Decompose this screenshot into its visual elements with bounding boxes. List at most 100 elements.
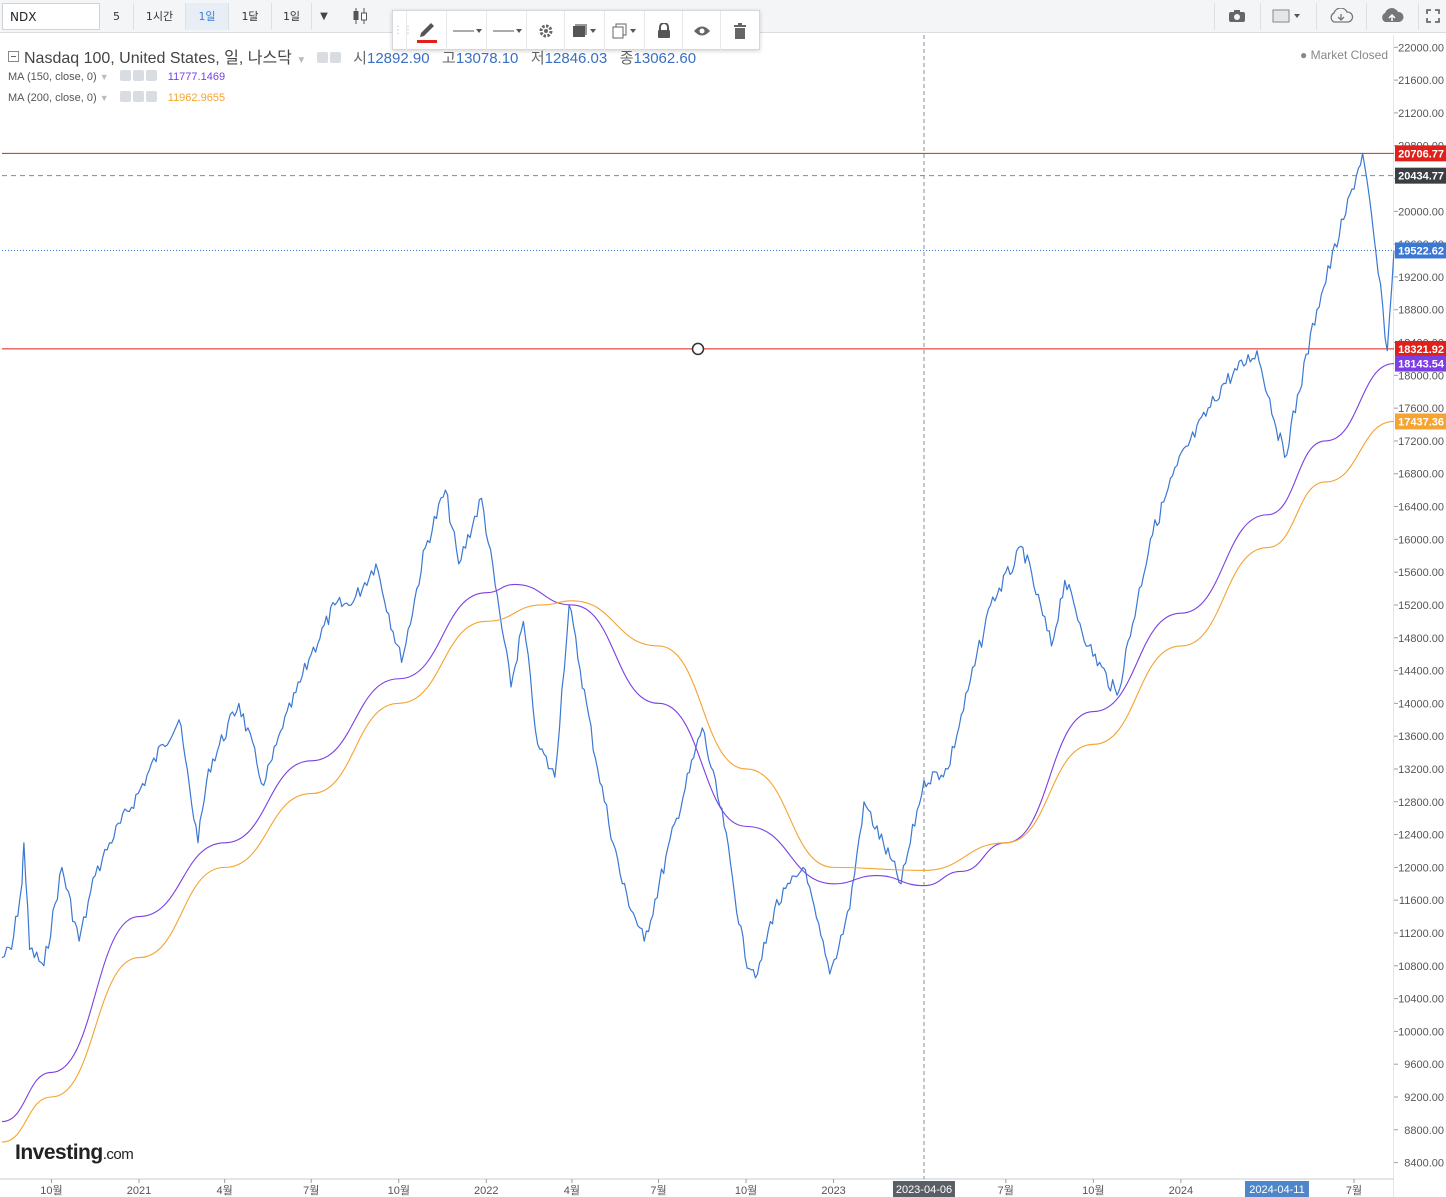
- series-line: [2, 364, 1394, 1122]
- y-tick-label: 17200.00: [1398, 436, 1444, 448]
- x-tick-label: 10월: [388, 1184, 410, 1197]
- y-tick-label: 22000.00: [1398, 42, 1444, 54]
- y-tick-label: 11200.00: [1399, 928, 1444, 940]
- interval-1m-button[interactable]: 1달: [229, 3, 272, 30]
- series-line: [2, 421, 1394, 1142]
- x-tick-label: 2021: [127, 1185, 151, 1197]
- line-anchor-handle: [693, 343, 704, 354]
- x-tick-label: 7월: [1346, 1184, 1362, 1197]
- high-value: 13078.10: [456, 50, 519, 67]
- chevron-down-icon[interactable]: ▼: [100, 93, 109, 103]
- trash-icon[interactable]: [721, 11, 759, 51]
- collapse-icon[interactable]: [8, 51, 19, 62]
- eye-icon[interactable]: [120, 70, 131, 81]
- gear-icon[interactable]: [330, 52, 341, 63]
- y-tick-label: 8800.00: [1404, 1125, 1444, 1137]
- gear-icon[interactable]: [133, 70, 144, 81]
- y-tick-label: 18800.00: [1398, 305, 1444, 317]
- interval-1h-button[interactable]: 1시간: [134, 3, 186, 30]
- y-tick-label: 9200.00: [1404, 1092, 1444, 1104]
- pencil-color-icon[interactable]: [407, 11, 447, 51]
- line-style-dropdown[interactable]: [487, 11, 527, 51]
- y-tick-label: 10000.00: [1398, 1026, 1444, 1038]
- price-chart[interactable]: 8400.00 8800.00 9200.00 9600.00 10000.00 1040…: [0, 35, 1446, 1197]
- y-tick-label: 13600.00: [1398, 731, 1444, 743]
- y-tick-label: 15600.00: [1398, 567, 1444, 579]
- close-icon[interactable]: [146, 70, 157, 81]
- drag-handle-icon[interactable]: ⋮⋮: [393, 11, 407, 51]
- x-tick-label: 10월: [40, 1184, 62, 1197]
- chart-style-dropdown[interactable]: [1260, 3, 1312, 30]
- ma-value-label: 17437.36: [1398, 416, 1444, 428]
- layers-icon[interactable]: [565, 11, 605, 51]
- close-label: 종: [620, 50, 634, 67]
- eye-icon[interactable]: [317, 52, 328, 63]
- candlestick-chart-icon[interactable]: [340, 3, 380, 30]
- y-tick-label: 13200.00: [1398, 764, 1444, 776]
- low-label: 저: [531, 50, 545, 67]
- ma150-value: 11777.1469: [168, 71, 225, 83]
- ma200-value: 11962.9655: [168, 92, 225, 104]
- gear-icon[interactable]: [133, 91, 144, 102]
- last-price-label: 19522.62: [1398, 245, 1444, 257]
- chevron-down-icon[interactable]: ▼: [100, 72, 109, 82]
- settings-gear-icon[interactable]: [527, 11, 565, 51]
- interval-1d-button[interactable]: 1일: [186, 3, 229, 30]
- x-tick-label: 2024: [1169, 1185, 1193, 1197]
- cloud-download-icon[interactable]: [1316, 3, 1364, 30]
- cloud-upload-icon[interactable]: [1366, 3, 1416, 30]
- lock-icon[interactable]: [645, 11, 683, 51]
- y-tick-label: 9600.00: [1404, 1059, 1444, 1071]
- fullscreen-icon[interactable]: [1418, 3, 1446, 30]
- y-tick-label: 14400.00: [1398, 666, 1444, 678]
- x-tick-label: 4월: [217, 1184, 233, 1197]
- y-tick-label: 15200.00: [1398, 600, 1444, 612]
- y-tick-label: 8400.00: [1404, 1158, 1444, 1170]
- x-tick-label: 7월: [650, 1184, 666, 1197]
- y-tick-label: 16000.00: [1398, 534, 1444, 546]
- x-tick-label: 10월: [735, 1184, 757, 1197]
- ma150-legend-row: MA (150, close, 0) ▼ 11777.1469: [8, 70, 225, 83]
- close-value: 13062.60: [634, 50, 697, 67]
- camera-icon[interactable]: [1214, 3, 1258, 30]
- interval-dropdown-icon[interactable]: ▼: [312, 3, 336, 30]
- symbol-search-input[interactable]: NDX: [2, 3, 100, 30]
- ma200-legend-row: MA (200, close, 0) ▼ 11962.9655: [8, 91, 225, 104]
- clone-icon[interactable]: [605, 11, 645, 51]
- price-tag-label: 20434.77: [1398, 171, 1444, 183]
- close-icon[interactable]: [146, 91, 157, 102]
- open-value: 12892.90: [367, 50, 430, 67]
- y-tick-label: 12400.00: [1398, 830, 1444, 842]
- price-tag-label: 18321.92: [1398, 344, 1444, 356]
- x-tick-label: 7월: [303, 1184, 319, 1197]
- highlight-date-label: 2024-04-11: [1249, 1184, 1304, 1196]
- line-width-dropdown[interactable]: [447, 11, 487, 51]
- y-tick-label: 17600.00: [1398, 403, 1444, 415]
- x-tick-label: 2022: [474, 1185, 498, 1197]
- y-tick-label: 10400.00: [1398, 994, 1444, 1006]
- open-label: 시: [353, 50, 367, 67]
- ma200-label: MA (200, close, 0): [8, 92, 97, 104]
- y-tick-label: 16400.00: [1398, 502, 1444, 514]
- ma-value-label: 18143.54: [1398, 359, 1445, 371]
- chevron-down-icon[interactable]: ▼: [296, 55, 306, 66]
- y-tick-label: 19200.00: [1398, 272, 1444, 284]
- interval-custom-button[interactable]: 1일: [272, 3, 312, 30]
- y-tick-label: 11600.00: [1399, 895, 1444, 907]
- investing-logo: Investing.com: [15, 1141, 133, 1165]
- y-tick-label: 20000.00: [1398, 206, 1444, 218]
- y-tick-label: 21600.00: [1398, 75, 1444, 87]
- y-tick-label: 12800.00: [1398, 797, 1444, 809]
- market-status: ● Market Closed: [1300, 48, 1388, 62]
- x-tick-label: 2023: [821, 1185, 845, 1197]
- eye-icon[interactable]: [120, 91, 131, 102]
- y-tick-label: 12000.00: [1398, 862, 1444, 874]
- interval-5-button[interactable]: 5: [100, 3, 134, 30]
- crosshair-date-label: 2023-04-06: [896, 1184, 952, 1196]
- instrument-title: Nasdaq 100, United States, 일, 나스닥: [24, 50, 292, 67]
- ma150-label: MA (150, close, 0): [8, 71, 97, 83]
- eye-visibility-icon[interactable]: [683, 11, 721, 51]
- y-tick-label: 10800.00: [1398, 961, 1444, 973]
- y-tick-label: 16800.00: [1398, 469, 1444, 481]
- y-tick-label: 14800.00: [1398, 633, 1444, 645]
